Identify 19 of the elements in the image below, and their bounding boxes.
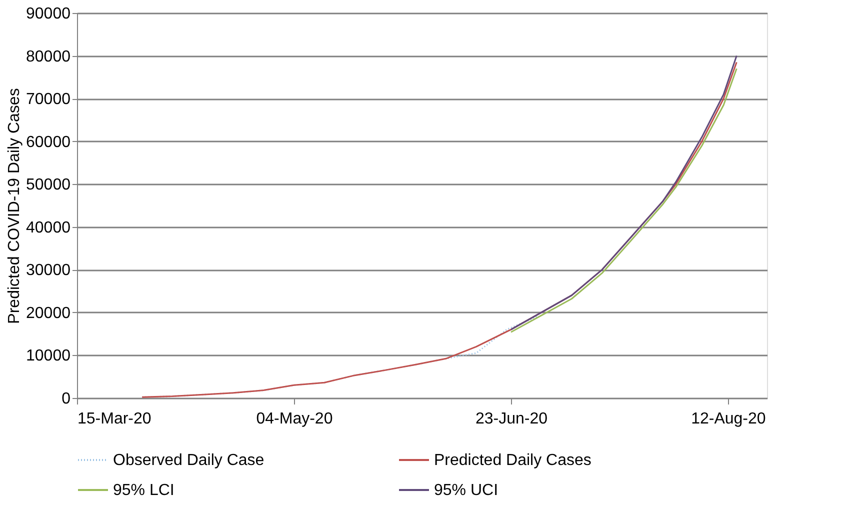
y-axis-title: Predicted COVID-19 Daily Cases xyxy=(6,88,24,324)
y-tick-label: 70000 xyxy=(26,91,71,108)
x-tick-label: 12-Aug-20 xyxy=(691,410,766,428)
y-tick-label: 30000 xyxy=(26,262,71,280)
y-tick-label: 80000 xyxy=(26,48,71,66)
y-tick-label: 90000 xyxy=(26,6,71,22)
legend-label: Predicted Daily Cases xyxy=(434,452,592,469)
y-tick-label: 50000 xyxy=(26,176,71,194)
x-tick-label: 04-May-20 xyxy=(256,410,333,428)
y-tick-label: 20000 xyxy=(26,304,71,322)
x-tick-label: 23-Jun-20 xyxy=(475,410,548,428)
x-tick-label: 15-Mar-20 xyxy=(78,410,152,428)
legend-label: Observed Daily Case xyxy=(113,452,264,469)
legend-label: 95% LCI xyxy=(113,482,174,499)
y-tick-label: 40000 xyxy=(26,219,71,236)
y-tick-label: 0 xyxy=(62,390,71,408)
y-tick-label: 60000 xyxy=(26,134,71,151)
y-tick-label: 10000 xyxy=(26,348,71,365)
legend-label: 95% UCI xyxy=(434,482,498,499)
